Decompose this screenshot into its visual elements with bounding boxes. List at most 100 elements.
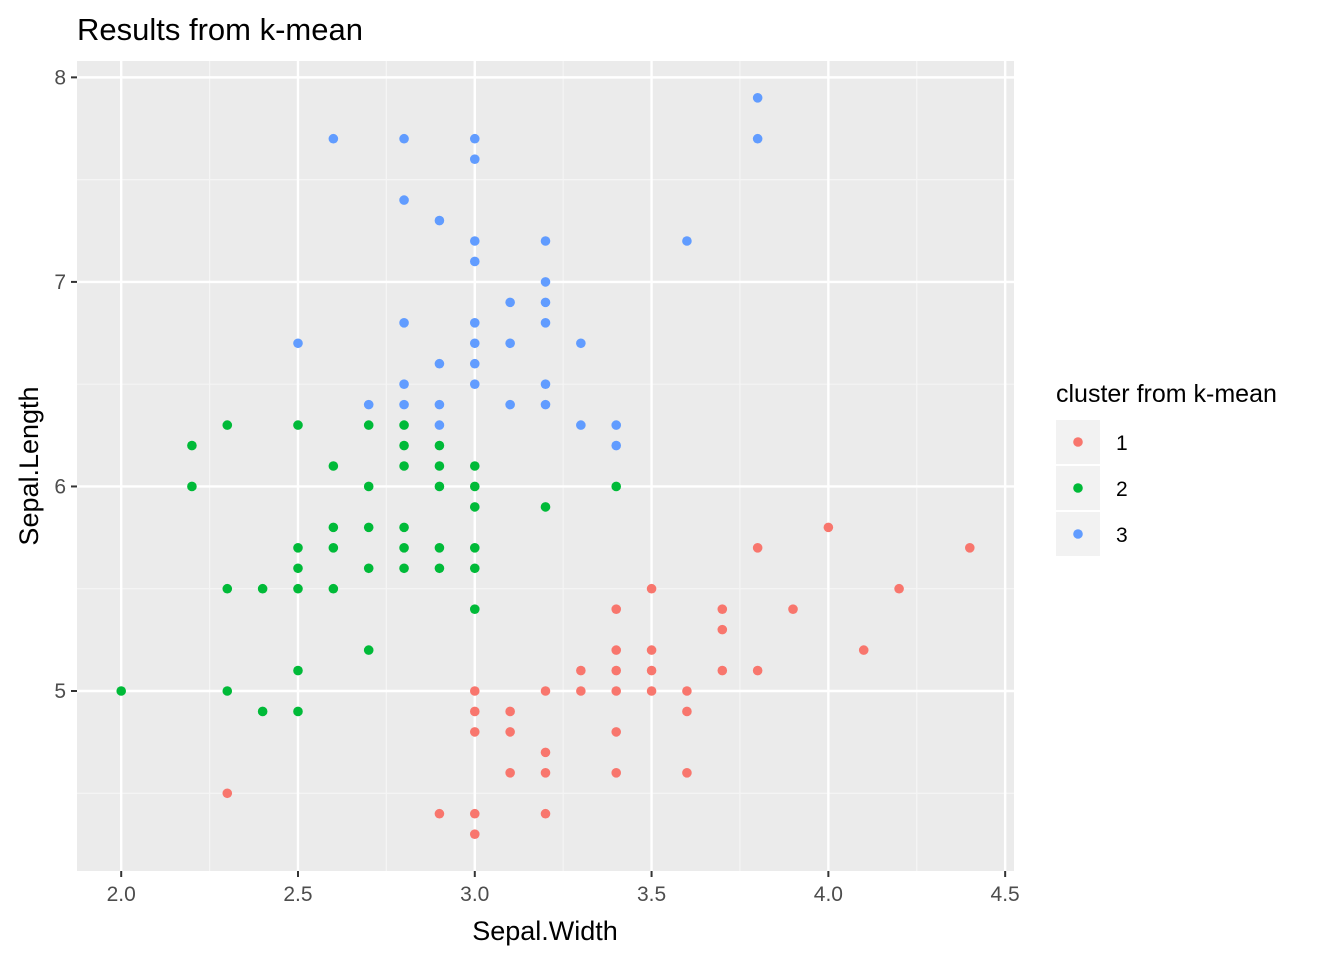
point-cluster-1	[717, 624, 728, 635]
point-cluster-1	[434, 808, 445, 819]
point-cluster-1	[646, 686, 657, 696]
point-cluster-3	[540, 399, 551, 410]
x-axis-title: Sepal.Width	[472, 916, 618, 946]
point-cluster-1	[540, 768, 551, 778]
point-cluster-3	[399, 133, 409, 144]
point-cluster-2	[469, 604, 480, 614]
point-cluster-1	[646, 583, 657, 594]
point-cluster-3	[611, 420, 622, 430]
point-cluster-1	[646, 645, 657, 655]
point-cluster-1	[965, 543, 975, 553]
point-cluster-3	[540, 297, 551, 308]
y-axis-title: Sepal.Length	[14, 386, 44, 545]
point-cluster-2	[187, 481, 197, 492]
point-cluster-2	[434, 543, 445, 553]
point-cluster-1	[611, 768, 622, 778]
point-cluster-1	[682, 686, 692, 696]
point-cluster-2	[540, 502, 551, 512]
point-cluster-2	[469, 481, 480, 492]
point-cluster-2	[328, 522, 339, 533]
point-cluster-1	[611, 665, 622, 676]
point-cluster-1	[222, 788, 233, 799]
point-cluster-2	[328, 583, 339, 594]
y-tick-label: 7	[54, 271, 66, 294]
point-cluster-1	[505, 706, 515, 717]
point-cluster-2	[469, 543, 480, 553]
point-cluster-3	[469, 379, 480, 389]
point-cluster-2	[434, 440, 445, 451]
point-cluster-3	[399, 318, 409, 328]
x-tick-label: 3.5	[637, 883, 666, 906]
point-cluster-3	[576, 420, 586, 430]
point-cluster-3	[469, 358, 480, 369]
point-cluster-1	[788, 604, 798, 614]
point-cluster-3	[434, 215, 445, 226]
point-cluster-1	[540, 808, 551, 819]
point-cluster-3	[469, 318, 480, 328]
data-points	[116, 93, 975, 839]
point-cluster-1	[540, 686, 551, 696]
point-cluster-3	[399, 195, 409, 205]
point-cluster-1	[611, 645, 622, 655]
point-cluster-2	[222, 583, 233, 594]
x-tick-label: 2.5	[283, 883, 312, 906]
point-cluster-2	[293, 420, 303, 430]
point-cluster-2	[293, 563, 303, 574]
legend-items: 1 2 3	[1056, 420, 1128, 556]
major-gridlines	[77, 61, 1014, 871]
point-cluster-1	[469, 829, 480, 839]
point-cluster-1	[894, 583, 904, 594]
point-cluster-3	[434, 420, 445, 430]
legend-key-1	[1073, 437, 1083, 447]
point-cluster-1	[611, 727, 622, 737]
point-cluster-2	[257, 583, 268, 594]
point-cluster-1	[752, 543, 763, 553]
point-cluster-2	[434, 563, 445, 574]
point-cluster-2	[293, 665, 303, 676]
point-cluster-1	[717, 604, 728, 614]
point-cluster-1	[576, 686, 586, 696]
point-cluster-2	[434, 461, 445, 471]
legend-label-3: 3	[1116, 524, 1128, 547]
point-cluster-1	[858, 645, 869, 655]
point-cluster-2	[611, 481, 622, 492]
point-cluster-2	[363, 645, 374, 655]
point-cluster-1	[469, 808, 480, 819]
legend-label-1: 1	[1116, 432, 1128, 455]
legend-key-2	[1073, 483, 1083, 493]
point-cluster-2	[434, 481, 445, 492]
point-cluster-2	[293, 583, 303, 594]
point-cluster-3	[682, 236, 692, 246]
point-cluster-1	[646, 665, 657, 676]
point-cluster-2	[399, 461, 409, 471]
point-cluster-1	[576, 665, 586, 676]
legend-key-3	[1073, 529, 1083, 539]
point-cluster-1	[505, 768, 515, 778]
minor-gridlines	[77, 61, 1014, 871]
point-cluster-3	[540, 379, 551, 389]
point-cluster-3	[505, 297, 515, 308]
point-cluster-2	[328, 543, 339, 553]
point-cluster-1	[469, 727, 480, 737]
point-cluster-3	[469, 256, 480, 267]
point-cluster-3	[293, 338, 303, 349]
point-cluster-3	[434, 399, 445, 410]
point-cluster-3	[611, 440, 622, 451]
point-cluster-1	[752, 665, 763, 676]
point-cluster-1	[469, 706, 480, 717]
y-axis-ticks: 5 6 7 8	[54, 66, 77, 703]
point-cluster-1	[469, 686, 480, 696]
point-cluster-3	[399, 379, 409, 389]
point-cluster-2	[293, 543, 303, 553]
x-tick-label: 4.5	[991, 883, 1020, 906]
point-cluster-3	[328, 133, 339, 144]
point-cluster-3	[752, 133, 763, 144]
point-cluster-2	[469, 502, 480, 512]
point-cluster-3	[540, 318, 551, 328]
point-cluster-3	[752, 93, 763, 103]
point-cluster-2	[399, 563, 409, 574]
point-cluster-1	[823, 522, 834, 533]
point-cluster-1	[540, 747, 551, 758]
point-cluster-3	[399, 399, 409, 410]
